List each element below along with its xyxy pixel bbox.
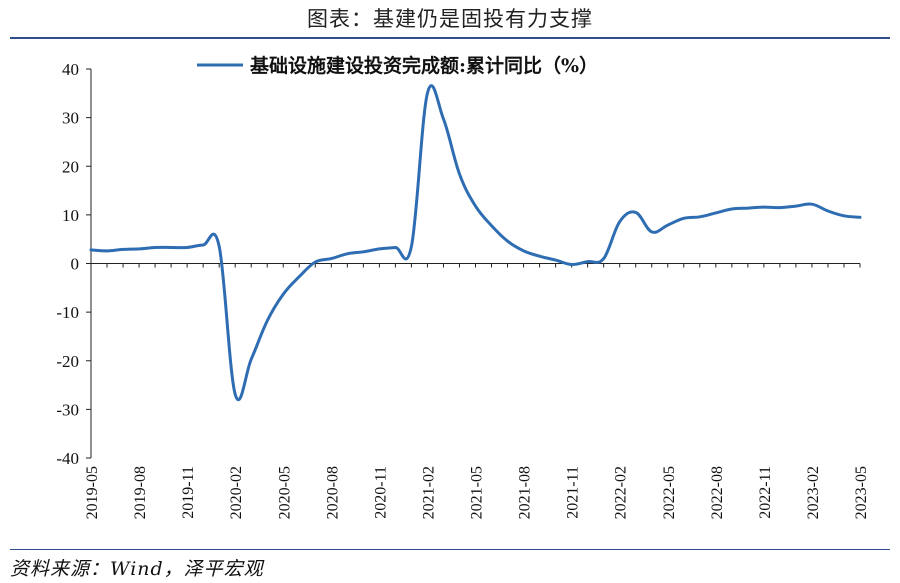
x-tick-label: 2023-02 xyxy=(805,466,822,519)
x-tick-label: 2022-05 xyxy=(661,466,678,519)
legend: 基础设施建设投资完成额:累计同比（%） xyxy=(197,54,598,77)
source-note: 资料来源：Wind，泽平宏观 xyxy=(10,558,264,580)
y-tick-label: 10 xyxy=(62,206,79,225)
x-tick-label: 2020-02 xyxy=(228,466,245,519)
series-line xyxy=(89,84,862,402)
x-tick-label: 2019-05 xyxy=(84,466,101,519)
x-tick-label: 2021-08 xyxy=(517,466,534,519)
series-layer xyxy=(89,84,862,402)
x-tick-label: 2021-11 xyxy=(565,466,582,519)
legend-label: 基础设施建设投资完成额:累计同比（%） xyxy=(249,54,598,77)
x-tick-label: 2022-02 xyxy=(613,466,630,519)
x-tick-label: 2021-02 xyxy=(420,466,437,519)
y-tick-label: -10 xyxy=(56,303,79,322)
y-tick-label: 0 xyxy=(71,255,80,274)
x-tick-label: 2022-08 xyxy=(709,466,726,519)
x-axis: 2019-05 2019-08 2019-11 2020-02 2020-05 2020-… xyxy=(84,263,870,519)
y-tick-label: 20 xyxy=(62,157,79,176)
x-tick-label: 2020-11 xyxy=(372,466,389,519)
x-tick-label: 2020-05 xyxy=(276,466,293,519)
x-tick-label: 2019-08 xyxy=(132,466,149,519)
y-tick-label: -20 xyxy=(56,352,79,371)
x-tick-label: 2023-05 xyxy=(853,466,870,519)
y-tick-label: 30 xyxy=(62,109,79,128)
y-axis: 40 30 20 10 0 -10 -20 -30 -40 xyxy=(56,60,92,468)
x-tick-label: 2022-11 xyxy=(757,466,774,519)
title-divider xyxy=(10,37,890,39)
y-tick-label: -40 xyxy=(56,449,79,468)
y-tick-label: 40 xyxy=(62,60,79,79)
x-tick-label: 2020-08 xyxy=(324,466,341,519)
footer-divider xyxy=(10,549,890,550)
page-title: 图表：基建仍是固投有力支撑 xyxy=(307,7,593,31)
x-tick-label: 2019-11 xyxy=(180,466,197,519)
x-tick-label: 2021-05 xyxy=(469,466,486,519)
y-tick-label: -30 xyxy=(56,400,79,419)
